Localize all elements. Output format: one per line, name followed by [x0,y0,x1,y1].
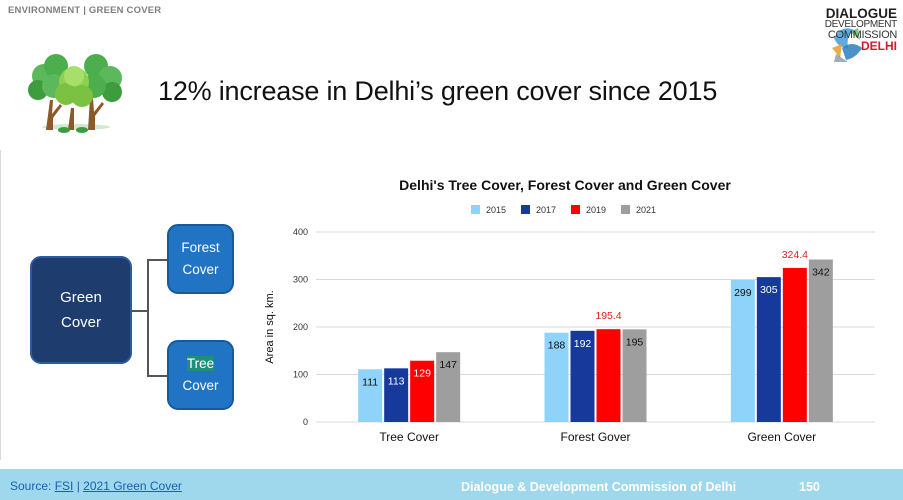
bar-2015-2 [730,279,755,422]
bar-2019-2 [782,267,807,422]
y-tick-label-200: 200 [293,322,308,332]
category-label-1: Forest Gover [560,430,630,444]
data-label-2019-0: 129 [413,368,431,380]
legend-swatch-2017 [521,205,530,214]
legend-label-2015: 2015 [486,205,506,215]
cover-bar-chart: Delhi's Tree Cover, Forest Cover and Gre… [264,177,875,444]
bar-2015-1 [544,332,569,422]
logo-text-dialogue: DIALOGUE [825,6,897,21]
data-label-2017-2: 305 [760,284,778,296]
bar-2021-1 [622,329,647,422]
tree-cover-box-line1: Tree [186,356,215,371]
y-tick-label-0: 0 [303,417,308,427]
y-tick-label-300: 300 [293,275,308,285]
ddc-delhi-logo: DIALOGUE DEVELOPMENT COMMISSION DELHI [824,4,901,66]
green-cover-box-text: Green Cover [60,285,102,335]
bar-2017-0 [384,368,409,422]
legend-swatch-2015 [471,205,480,214]
y-tick-label-100: 100 [293,370,308,380]
data-label-2019-2: 324.4 [782,249,808,261]
data-label-2019-1: 195.4 [595,310,621,322]
section-tag: ENVIRONMENT | GREEN COVER [8,5,162,16]
data-label-2015-1: 188 [548,340,566,352]
connector-stem [132,310,148,312]
connector-bottom-branch [147,375,168,377]
y-axis-label: Area in sq. km. [264,290,276,363]
source-link-fsi[interactable]: FSI [54,479,74,493]
data-label-2021-2: 342 [812,267,830,279]
source-separator: | [73,479,84,493]
legend-swatch-2021 [621,205,630,214]
bar-2017-1 [570,330,595,422]
legend-label-2021: 2021 [636,205,656,215]
connector-trunk [147,259,149,376]
category-label-2: Green Cover [747,430,816,444]
green-cover-box-line2: Cover [60,314,101,331]
data-label-2015-2: 299 [734,287,752,299]
bar-2017-2 [756,277,781,422]
data-label-2021-1: 195 [626,336,644,348]
footer-organisation: Dialogue & Development Commission of Del… [461,480,737,494]
data-label-2017-0: 113 [388,375,405,387]
headline: 12% increase in Delhi’s green cover sinc… [158,76,718,106]
forest-cover-box: Forest Cover [167,224,234,294]
green-cover-box-line1: Green [60,289,102,306]
category-label-0: Tree Cover [379,430,439,444]
trees-illustration-icon [28,54,122,133]
footer-source: Source: FSI | 2021 Green Cover [10,479,182,493]
logo-text-development: DEVELOPMENT [824,19,898,30]
logo-text-delhi: DELHI [861,39,897,53]
bar-2019-0 [410,360,435,422]
tree-cover-box-text: Tree Cover [182,353,219,397]
tree-cover-box: Tree Cover [167,340,234,410]
green-cover-box: Green Cover [30,256,132,364]
source-prefix: Source: [10,479,55,493]
bar-2015-0 [358,369,383,422]
page-number: 150 [799,480,820,494]
source-link-green-cover-2021[interactable]: 2021 Green Cover [83,479,182,493]
tree-cover-box-line2: Cover [182,378,219,393]
logo-emblem-icon [832,28,862,62]
footer-bar: Source: FSI | 2021 Green Cover Dialogue … [0,469,903,500]
left-edge-rule [0,150,1,460]
forest-cover-box-line1: Forest [181,240,220,255]
legend-label-2019: 2019 [586,205,606,215]
forest-cover-box-line2: Cover [182,262,219,277]
data-label-2021-0: 147 [439,359,457,371]
y-tick-label-400: 400 [293,227,308,237]
bar-2019-1 [596,329,621,422]
legend-label-2017: 2017 [536,205,556,215]
bar-2021-2 [808,259,833,422]
forest-cover-box-text: Forest Cover [181,237,219,281]
data-label-2015-0: 111 [362,376,378,388]
legend-swatch-2019 [571,205,580,214]
data-label-2017-1: 192 [574,338,592,350]
logo-text-commission: COMMISSION [827,29,897,41]
connector-top-branch [147,259,168,261]
bar-2021-0 [436,352,461,422]
chart-title: Delhi's Tree Cover, Forest Cover and Gre… [399,177,731,193]
